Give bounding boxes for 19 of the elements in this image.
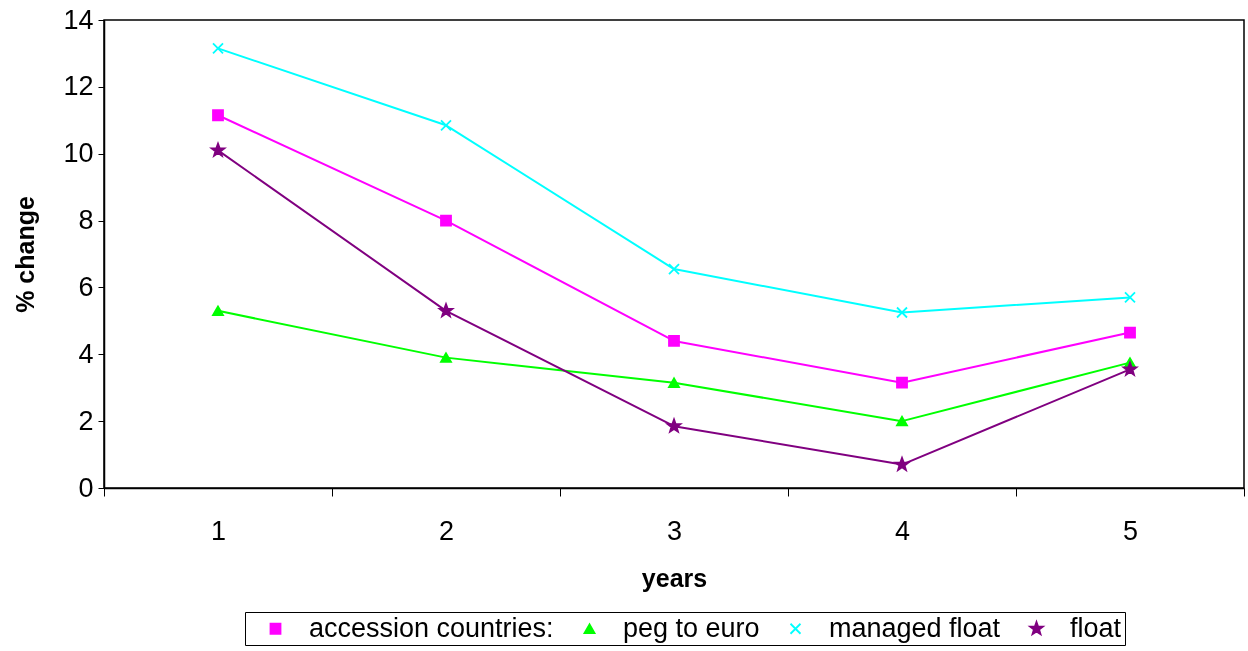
y-tick-label: 8 — [78, 205, 94, 236]
x-tick-label: 4 — [894, 515, 911, 546]
y-tick-label: 10 — [63, 138, 94, 169]
x-tick-label: 1 — [210, 515, 227, 546]
legend-label: accession countries: — [309, 612, 554, 643]
y-axis-title: % change — [11, 196, 40, 313]
y-tick-label: 14 — [63, 4, 94, 35]
y-tick-label: 12 — [63, 71, 94, 102]
x-tick-label: 2 — [438, 515, 455, 546]
y-tick-label: 2 — [78, 405, 94, 436]
y-tick-label: 0 — [78, 472, 94, 503]
x-axis-title: years — [641, 563, 708, 592]
legend-label: peg to euro — [623, 612, 760, 643]
x-tick-label: 5 — [1122, 515, 1139, 546]
legend-label: float — [1070, 612, 1122, 643]
x-tick-label: 3 — [666, 515, 683, 546]
y-tick-label: 6 — [78, 271, 94, 302]
legend-label: managed float — [829, 612, 1001, 643]
y-tick-label: 4 — [78, 338, 94, 369]
